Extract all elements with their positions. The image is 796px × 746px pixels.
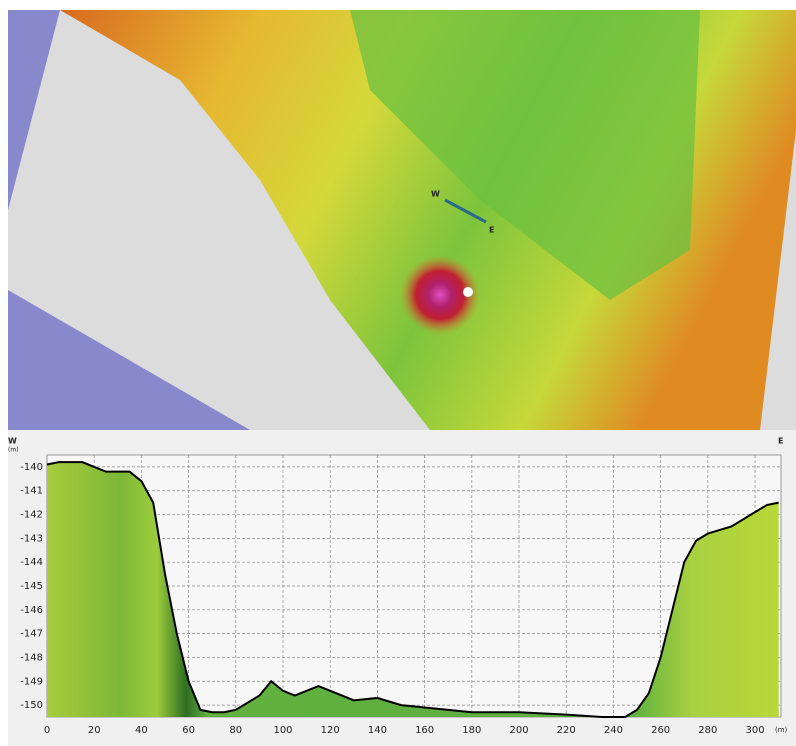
y-tick-label: -142 bbox=[20, 510, 43, 521]
y-tick-label: -150 bbox=[20, 700, 43, 711]
x-tick-label: 40 bbox=[135, 725, 148, 736]
y-tick-label: -149 bbox=[20, 676, 43, 687]
x-tick-label: 60 bbox=[182, 725, 195, 736]
marker bbox=[463, 287, 473, 297]
y-tick-label: -141 bbox=[20, 486, 43, 497]
x-tick-label: 280 bbox=[698, 725, 717, 736]
y-tick-label: -143 bbox=[20, 533, 43, 544]
x-tick-label: 100 bbox=[273, 725, 292, 736]
x-tick-label: 220 bbox=[557, 725, 576, 736]
x-tick-label: 0 bbox=[44, 725, 50, 736]
y-tick-label: -147 bbox=[20, 629, 43, 640]
y-tick-label: -146 bbox=[20, 605, 43, 616]
right-label: E bbox=[778, 437, 783, 446]
screen: W E W (m) E (m) -140 -141 -142 -143 -144 -145… bbox=[0, 0, 796, 746]
x-tick-label: 20 bbox=[88, 725, 101, 736]
x-unit: (m) bbox=[775, 726, 788, 734]
y-tick-label: -145 bbox=[20, 581, 43, 592]
map-view: W E bbox=[8, 10, 796, 430]
x-tick-label: 120 bbox=[321, 725, 340, 736]
x-tick-label: 260 bbox=[651, 725, 670, 736]
map-label: E bbox=[489, 226, 494, 235]
x-tick-label: 180 bbox=[462, 725, 481, 736]
y-tick-label: -144 bbox=[20, 557, 43, 568]
x-tick-label: 240 bbox=[604, 725, 623, 736]
y-tick-label: -148 bbox=[20, 652, 43, 663]
x-tick-label: 300 bbox=[745, 725, 764, 736]
map-label: W bbox=[431, 190, 440, 199]
left-label: W bbox=[8, 437, 17, 446]
y-tick-label: -140 bbox=[20, 462, 43, 473]
y-unit: (m) bbox=[8, 447, 19, 454]
x-tick-label: 140 bbox=[368, 725, 387, 736]
x-tick-label: 200 bbox=[509, 725, 528, 736]
x-tick-label: 160 bbox=[415, 725, 434, 736]
x-tick-label: 80 bbox=[229, 725, 242, 736]
